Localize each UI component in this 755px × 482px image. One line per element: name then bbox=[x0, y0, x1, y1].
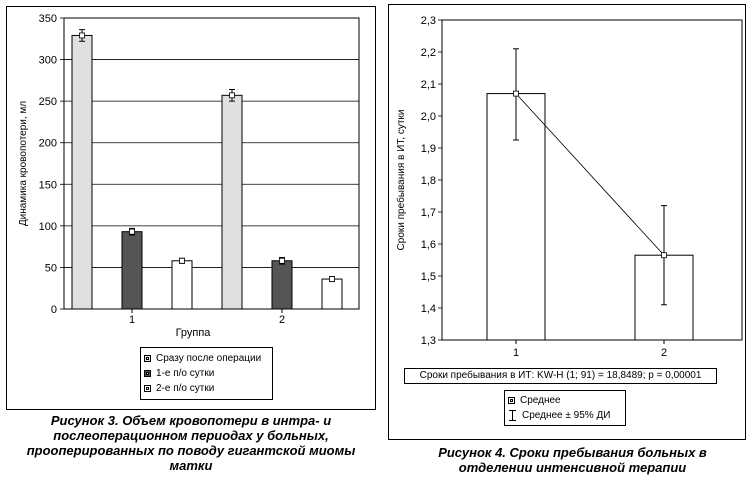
y-tick-label: 1,4 bbox=[421, 303, 436, 315]
y-tick-label: 350 bbox=[39, 13, 57, 25]
legend-label: Среднее bbox=[520, 395, 561, 406]
y-axis-label: Сроки пребывания в ИТ, сутки bbox=[395, 110, 407, 251]
mean-marker bbox=[279, 257, 285, 264]
legend-item-series-3: 2-е п/о сутки bbox=[141, 381, 272, 396]
y-tick-label: 100 bbox=[39, 221, 57, 233]
bar-2 bbox=[271, 260, 293, 310]
x-tick-label: 2 bbox=[279, 314, 285, 326]
legend-item-series-1: Сразу после операции bbox=[141, 351, 272, 366]
y-tick-label: 150 bbox=[39, 179, 57, 191]
y-tick-label: 1,7 bbox=[421, 207, 436, 219]
mean-marker bbox=[79, 32, 85, 39]
legend-label: Сразу после операции bbox=[156, 353, 262, 364]
y-tick-label: 1,8 bbox=[421, 175, 436, 187]
bar-2 bbox=[121, 231, 143, 310]
error-bar-icon bbox=[508, 410, 517, 421]
mean-marker bbox=[229, 92, 235, 99]
legend-swatch-icon bbox=[144, 370, 151, 377]
legend-item-ci: Среднее ± 95% ДИ bbox=[505, 408, 625, 423]
y-tick-label: 2,2 bbox=[421, 47, 436, 59]
bar-3 bbox=[321, 278, 343, 310]
legend-swatch-icon bbox=[144, 355, 151, 362]
y-tick-label: 2,3 bbox=[421, 15, 436, 27]
bar-3 bbox=[171, 260, 193, 310]
plot-frame bbox=[441, 19, 743, 341]
y-tick-label: 1,9 bbox=[421, 143, 436, 155]
y-tick-label: 2,1 bbox=[421, 79, 436, 91]
x-axis-label: Группа bbox=[176, 327, 212, 339]
right-chart-legend: Среднее Среднее ± 95% ДИ bbox=[504, 390, 626, 426]
legend-item-series-2: 1-е п/о сутки bbox=[141, 366, 272, 381]
y-tick-label: 300 bbox=[39, 55, 57, 67]
left-chart-legend: Сразу после операции 1-е п/о сутки 2-е п… bbox=[140, 347, 273, 400]
x-tick-label: 2 bbox=[661, 347, 667, 359]
figure-4-caption: Рисунок 4. Сроки пребывания больных в от… bbox=[438, 445, 707, 475]
plot-frame bbox=[63, 17, 360, 310]
icu-stay-chart: 1,3 1,4 1,5 1,6 1,7 1,8 1,9 2,0 2,1 2,2 2,3 1 2 Сроки… bbox=[395, 15, 743, 359]
y-tick-label: 2,0 bbox=[421, 111, 436, 123]
left-chart-panel: 0 50 100 150 200 250 300 350 1 2 Группа Динамика кр… bbox=[6, 6, 376, 410]
blood-loss-chart: 0 50 100 150 200 250 300 350 1 2 Группа Динамика кр… bbox=[18, 13, 360, 339]
legend-label: 2-е п/о сутки bbox=[156, 383, 215, 394]
legend-swatch-icon bbox=[508, 397, 515, 404]
x-tick-label: 1 bbox=[513, 347, 519, 359]
bar-1 bbox=[71, 34, 93, 310]
right-chart-panel: 1,3 1,4 1,5 1,6 1,7 1,8 1,9 2,0 2,1 2,2 2,3 1 2 Сроки… bbox=[388, 4, 746, 440]
figure-3-caption: Рисунок 3. Объем кровопотери в интра- и … bbox=[26, 413, 356, 473]
y-tick-label: 250 bbox=[39, 96, 57, 108]
y-tick-label: 1,6 bbox=[421, 239, 436, 251]
legend-label: 1-е п/о сутки bbox=[156, 368, 215, 379]
mean-marker bbox=[661, 252, 667, 259]
y-tick-label: 200 bbox=[39, 138, 57, 150]
legend-item-mean: Среднее bbox=[505, 393, 625, 408]
legend-label: Среднее ± 95% ДИ bbox=[522, 410, 611, 421]
y-tick-label: 1,3 bbox=[421, 335, 436, 347]
kruskal-wallis-stat: Сроки пребывания в ИТ: KW-H (1; 91) = 18… bbox=[404, 368, 717, 384]
mean-line bbox=[515, 93, 665, 256]
mean-marker bbox=[513, 90, 519, 97]
legend-swatch-icon bbox=[144, 385, 151, 392]
mean-marker bbox=[129, 228, 135, 235]
bar-1 bbox=[221, 94, 243, 310]
mean-marker bbox=[329, 276, 335, 282]
y-tick-label: 0 bbox=[51, 304, 57, 316]
x-tick-label: 1 bbox=[129, 314, 135, 326]
y-tick-label: 50 bbox=[45, 262, 57, 274]
y-axis-label: Динамика кровопотери, мл bbox=[18, 101, 29, 226]
mean-marker bbox=[179, 257, 185, 264]
y-tick-label: 1,5 bbox=[421, 271, 436, 283]
